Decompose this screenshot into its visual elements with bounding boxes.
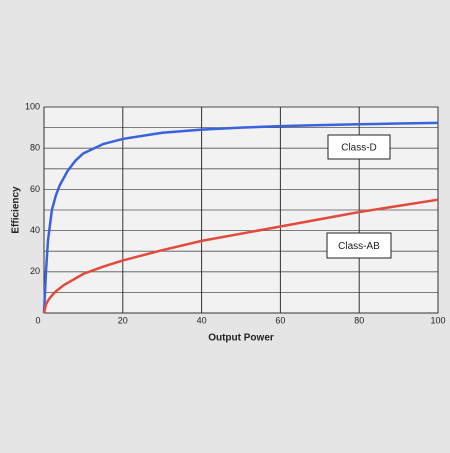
y-tick-label: 100: [25, 101, 40, 111]
x-tick-label: 40: [197, 315, 207, 325]
annotation: Class-AB: [338, 241, 380, 252]
line: [42, 198, 439, 314]
x-tick-label: 20: [118, 315, 128, 325]
x-tick-label: 100: [430, 315, 445, 325]
y-tick-label: 40: [30, 225, 40, 235]
annotation-box: [326, 232, 392, 259]
annotation-box: [327, 134, 391, 160]
y-tick-label: 60: [30, 184, 40, 194]
line: [42, 121, 439, 314]
y-axis-title: Efficiency: [11, 186, 22, 234]
x-axis-title: Output Power: [208, 333, 274, 344]
annotation: Class-D: [341, 143, 377, 154]
y-tick-label: 80: [30, 143, 40, 153]
x-tick-label: 0: [35, 315, 40, 325]
x-tick-label: 80: [354, 315, 364, 325]
y-tick-label: 20: [30, 266, 40, 276]
x-tick-label: 60: [275, 315, 285, 325]
